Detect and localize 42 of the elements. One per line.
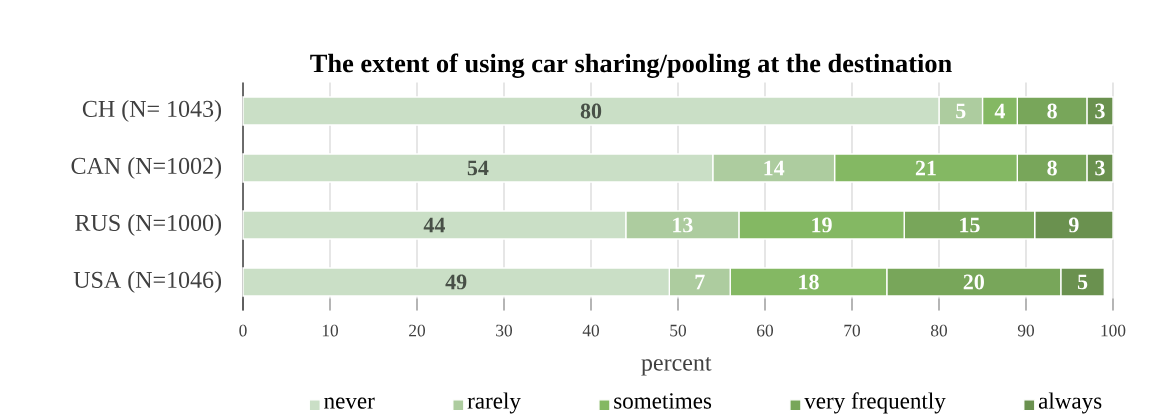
x-tick-label: 30 [496,324,513,337]
data-label: 20 [963,274,984,290]
legend-label: always [1038,392,1102,414]
legend-label: very frequently [804,392,946,414]
data-label: 3 [1095,160,1105,176]
x-tick-label: 100 [1101,324,1126,337]
data-label: 7 [695,274,705,290]
data-label: 80 [580,103,602,119]
x-tick-label: 70 [844,324,861,337]
data-label: 13 [673,217,693,233]
x-tick-label: 20 [409,324,426,337]
legend-label: sometimes [614,393,712,409]
data-label: 49 [445,274,467,290]
data-label: 3 [1095,103,1105,119]
x-tick-label: 0 [239,324,247,337]
data-label: 18 [799,274,819,290]
data-label: 9 [1068,217,1079,233]
x-tick-label: 50 [670,324,687,337]
x-tick-label: 80 [931,324,948,337]
data-label: 44 [423,217,445,233]
x-tick-label: 90 [1017,324,1035,337]
legend-label: rarely [467,392,521,414]
data-label: 14 [764,160,785,176]
data-label: 19 [812,217,832,233]
data-label: 4 [994,103,1005,119]
legend-label: never [324,397,375,409]
data-label: 5 [1077,274,1088,290]
x-axis-title: percent [641,356,712,376]
data-label: 8 [1047,103,1057,119]
data-label: 54 [467,160,489,176]
x-tick-label: 60 [757,324,774,337]
x-tick-label: 40 [582,324,600,337]
data-label: 15 [960,217,980,233]
x-tick-label: 10 [322,324,339,337]
data-label: 5 [956,103,966,119]
chart-title: The extent of using car sharing/pooling at the destination [310,53,952,78]
data-label: 21 [915,160,936,176]
y-tick-label: CH (N= 1043) [82,100,222,122]
y-tick-label: CAN (N=1002) [71,157,222,179]
data-label: 8 [1047,160,1057,176]
y-tick-label: RUS (N=1000) [75,214,222,236]
y-tick-label: USA (N=1046) [73,271,222,293]
